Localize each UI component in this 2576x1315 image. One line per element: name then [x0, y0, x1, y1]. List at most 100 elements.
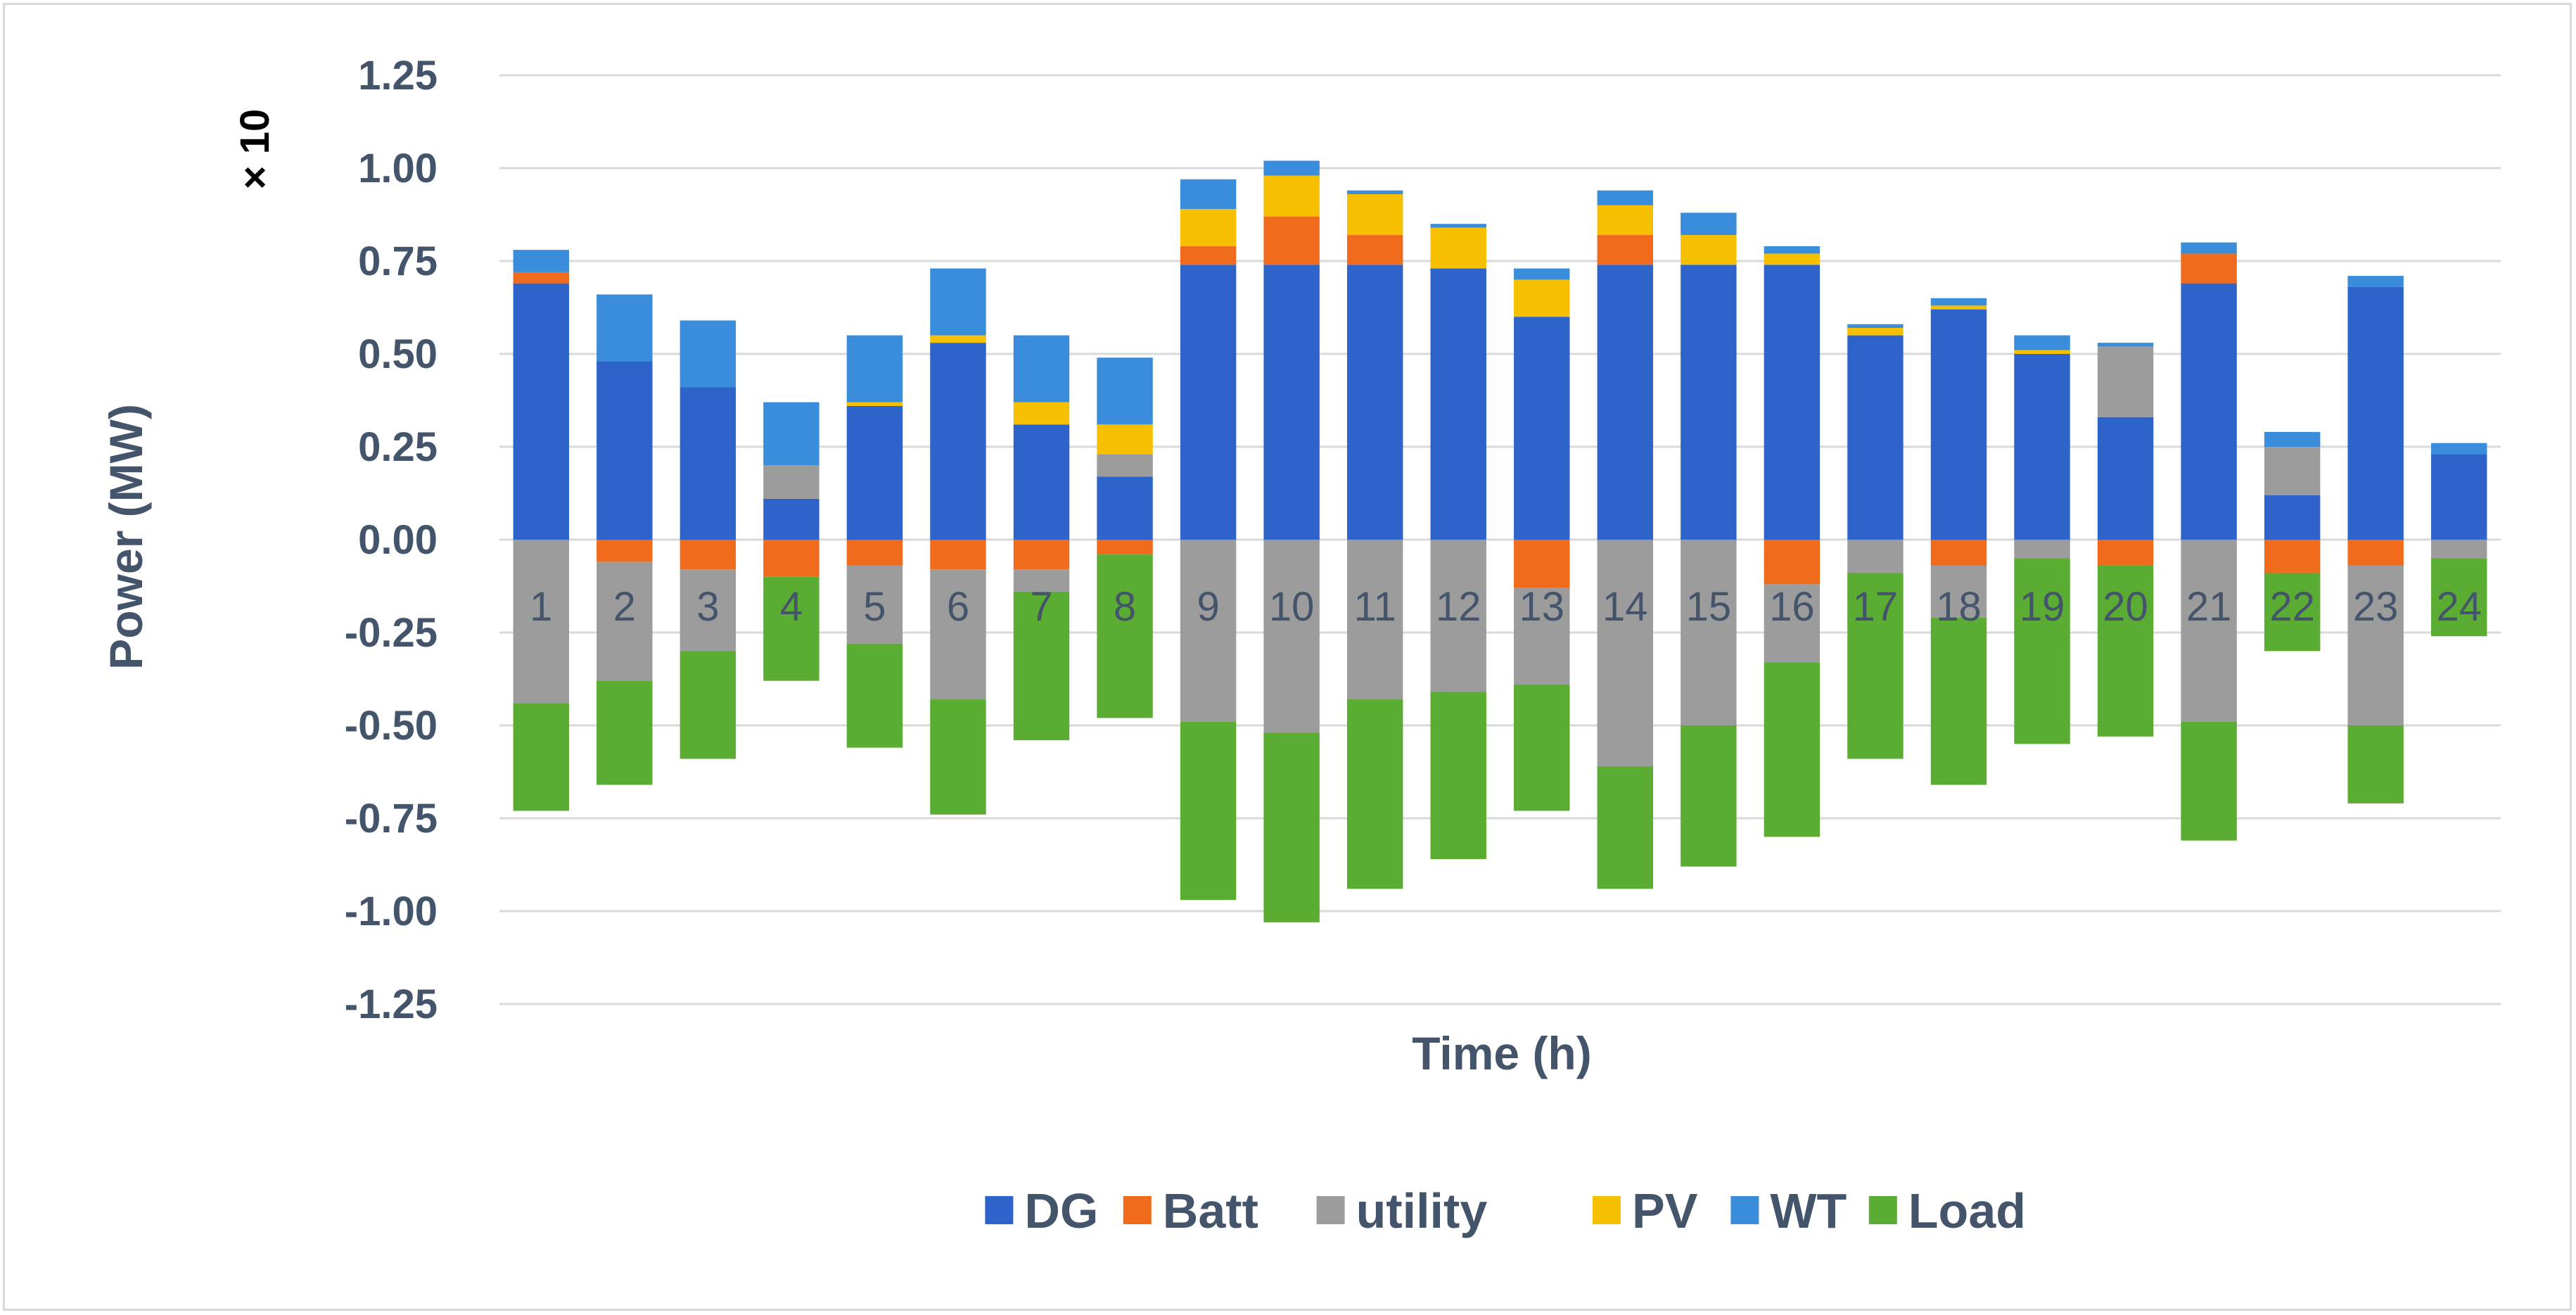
bar-wt-17 — [1847, 324, 1904, 329]
bar-dg-8 — [1097, 476, 1153, 540]
bar-utility-21 — [2181, 540, 2237, 722]
bar-dg-24 — [2431, 454, 2487, 540]
bar-utility-16 — [1764, 584, 1821, 663]
legend-label-utility: utility — [1356, 1183, 1488, 1238]
x-category-label: 10 — [1269, 584, 1315, 630]
bar-utility-3 — [680, 569, 737, 652]
bar-dg-5 — [846, 405, 903, 540]
bar-dg-21 — [2181, 283, 2237, 540]
bar-utility-11 — [1346, 540, 1403, 700]
y-tick-label: -1.00 — [345, 889, 438, 934]
bar-load-9 — [1180, 721, 1237, 901]
bar-load-13 — [1514, 684, 1570, 811]
bar-pv-7 — [1013, 402, 1070, 425]
bar-dg-19 — [2014, 354, 2070, 540]
bar-dg-18 — [1930, 309, 1987, 540]
bar-utility-10 — [1263, 540, 1320, 733]
bar-dg-1 — [513, 283, 569, 540]
legend-label-pv: PV — [1632, 1183, 1698, 1238]
bar-wt-24 — [2431, 443, 2487, 455]
bar-dg-12 — [1430, 268, 1486, 540]
bar-batt-14 — [1597, 235, 1654, 265]
y-axis-ticks: 1.25 1.00 0.75 0.50 0.25 0.00 -0.25 -0.50 -0.75 -… — [345, 53, 438, 1027]
bar-batt-9 — [1180, 246, 1237, 265]
bar-load-4 — [763, 576, 820, 681]
bar-load-17 — [1847, 573, 1904, 759]
bar-load-1 — [513, 703, 569, 811]
bar-wt-18 — [1930, 298, 1987, 306]
legend-item-utility: utility — [1316, 1183, 1488, 1238]
x-category-label: 17 — [1853, 584, 1899, 630]
bar-wt-6 — [930, 268, 986, 336]
x-category-label: 9 — [1197, 584, 1219, 630]
bar-utility-7 — [1013, 569, 1070, 592]
bar-dg-10 — [1263, 265, 1320, 540]
bar-wt-8 — [1097, 357, 1153, 425]
y-tick-label: 0.50 — [358, 331, 438, 377]
bar-load-22 — [2264, 573, 2321, 652]
bar-pv-8 — [1097, 424, 1153, 455]
bar-utility-22 — [2264, 447, 2321, 495]
bar-batt-2 — [597, 540, 653, 562]
bar-batt-7 — [1013, 540, 1070, 570]
y-tick-label: 0.75 — [358, 239, 438, 284]
bar-dg-3 — [680, 387, 737, 540]
bar-wt-7 — [1013, 335, 1070, 402]
bar-utility-13 — [1514, 587, 1570, 685]
bar-load-20 — [2097, 565, 2154, 737]
bar-dg-14 — [1597, 265, 1654, 540]
bar-wt-22 — [2264, 431, 2321, 447]
bar-batt-23 — [2347, 540, 2404, 566]
bar-wt-21 — [2181, 242, 2237, 254]
x-category-label: 5 — [863, 584, 886, 630]
bar-batt-22 — [2264, 540, 2321, 573]
bar-dg-4 — [763, 498, 820, 540]
bar-batt-6 — [930, 540, 986, 570]
bar-utility-23 — [2347, 565, 2404, 725]
bar-load-5 — [846, 643, 903, 748]
bar-batt-3 — [680, 540, 737, 570]
bar-dg-13 — [1514, 317, 1570, 540]
bar-load-8 — [1097, 554, 1153, 718]
bar-pv-18 — [1930, 305, 1987, 310]
bar-utility-15 — [1681, 540, 1737, 725]
y-tick-label: 1.25 — [358, 53, 438, 99]
bar-pv-6 — [930, 335, 986, 343]
legend-swatch-pv — [1593, 1196, 1621, 1224]
x-category-label: 24 — [2436, 584, 2482, 630]
legend-label-load: Load — [1908, 1183, 2026, 1238]
bar-pv-10 — [1263, 175, 1320, 217]
bar-utility-14 — [1597, 540, 1654, 767]
bar-batt-20 — [2097, 540, 2154, 566]
bar-batt-18 — [1930, 540, 1987, 566]
bar-wt-23 — [2347, 276, 2404, 287]
bar-pv-19 — [2014, 350, 2070, 354]
bar-dg-16 — [1764, 265, 1821, 540]
bar-load-12 — [1430, 692, 1486, 860]
bar-pv-13 — [1514, 279, 1570, 317]
bar-batt-13 — [1514, 540, 1570, 588]
x-category-label: 2 — [613, 584, 636, 630]
legend: DG Batt utility PV WT Load — [985, 1183, 2026, 1238]
legend-item-dg: DG — [985, 1183, 1098, 1238]
bar-dg-20 — [2097, 417, 2154, 540]
bar-pv-5 — [846, 402, 903, 406]
legend-swatch-load — [1868, 1196, 1897, 1224]
x-category-label: 13 — [1519, 584, 1565, 630]
bar-wt-5 — [846, 335, 903, 402]
legend-item-batt: Batt — [1123, 1183, 1258, 1238]
bar-dg-9 — [1180, 265, 1237, 540]
bar-stacks — [513, 160, 2487, 922]
x-category-label: 11 — [1354, 584, 1396, 630]
bar-wt-14 — [1597, 190, 1654, 205]
bar-dg-23 — [2347, 286, 2404, 540]
bar-pv-15 — [1681, 235, 1737, 265]
bar-wt-10 — [1263, 160, 1320, 176]
bar-wt-19 — [2014, 335, 2070, 350]
legend-swatch-utility — [1316, 1196, 1345, 1224]
x-category-labels: 1 2 3 4 5 6 7 8 9 10 11 12 13 14 15 16 17 18 19 20 21 22 23 24 — [530, 584, 2482, 630]
y-tick-label: 0.00 — [358, 517, 438, 563]
bar-batt-1 — [513, 272, 569, 284]
bar-load-24 — [2431, 558, 2487, 637]
